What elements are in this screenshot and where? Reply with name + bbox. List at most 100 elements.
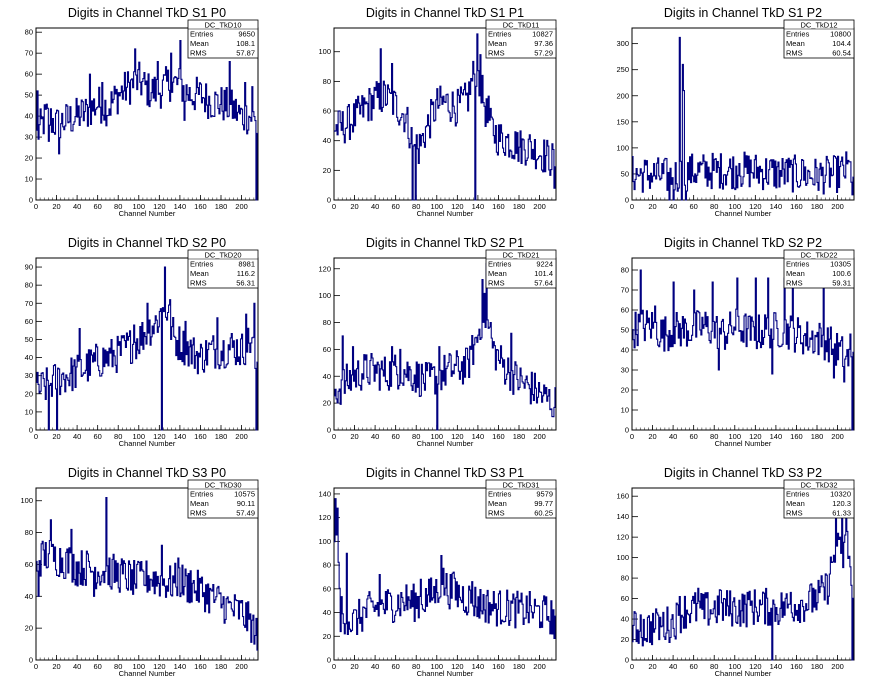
x-tick-label: 180 — [215, 662, 228, 671]
stats-name: DC_TkD11 — [503, 20, 540, 29]
x-tick-label: 60 — [93, 432, 101, 441]
y-tick-label: 0 — [29, 656, 33, 665]
histogram-pad: Digits in Channel TkD S1 P1 0 20 40 60 80 100 1… — [298, 0, 596, 230]
x-tick-label: 60 — [391, 432, 399, 441]
stats-key: Mean — [488, 39, 507, 48]
stats-box — [485, 479, 557, 519]
y-tick-label: 10 — [25, 175, 33, 184]
x-tick-label: 0 — [630, 202, 634, 211]
y-tick-label: 100 — [318, 537, 331, 546]
x-tick-label: 120 — [451, 202, 464, 211]
stats-value: 108.1 — [236, 39, 255, 48]
x-axis-label: Channel Number — [715, 669, 772, 678]
x-tick-label: 140 — [770, 432, 783, 441]
x-tick-label: 140 — [174, 202, 187, 211]
stats-key: Mean — [488, 269, 507, 278]
histogram-pad: Digits in Channel TkD S2 P2 0 20 40 60 80 100 1… — [596, 230, 894, 460]
stats-value: 9650 — [238, 30, 255, 39]
x-tick-label: 120 — [749, 662, 762, 671]
x-tick-label: 200 — [235, 662, 248, 671]
stats-box — [783, 249, 855, 289]
y-tick-label: 0 — [625, 426, 629, 435]
y-tick-label: 20 — [25, 624, 33, 633]
stats-name: DC_TkD22 — [800, 250, 837, 259]
x-tick-label: 160 — [492, 202, 505, 211]
y-tick-label: 60 — [25, 560, 33, 569]
stats-key: RMS — [786, 279, 803, 288]
x-tick-label: 40 — [73, 432, 81, 441]
x-tick-label: 40 — [669, 662, 677, 671]
stats-value: 8981 — [238, 260, 255, 269]
x-tick-label: 60 — [391, 662, 399, 671]
y-tick-label: 30 — [25, 133, 33, 142]
y-tick-label: 10 — [25, 407, 33, 416]
x-tick-label: 40 — [73, 662, 81, 671]
y-tick-label: 70 — [621, 286, 629, 295]
x-tick-label: 0 — [34, 432, 38, 441]
x-tick-label: 120 — [749, 202, 762, 211]
x-tick-label: 60 — [689, 202, 697, 211]
stats-value: 97.36 — [534, 39, 553, 48]
x-tick-label: 160 — [194, 662, 207, 671]
x-tick-label: 100 — [729, 662, 742, 671]
x-tick-label: 180 — [811, 202, 824, 211]
y-tick-label: 20 — [25, 154, 33, 163]
histogram-series-line — [632, 269, 854, 431]
x-tick-label: 180 — [513, 662, 526, 671]
x-tick-label: 0 — [332, 432, 336, 441]
y-tick-label: 30 — [25, 371, 33, 380]
y-tick-label: 80 — [621, 266, 629, 275]
x-tick-label: 20 — [350, 662, 358, 671]
stats-value: 60.25 — [534, 509, 553, 518]
x-tick-label: 200 — [533, 662, 546, 671]
x-tick-label: 180 — [513, 432, 526, 441]
y-tick-label: 60 — [621, 594, 629, 603]
y-tick-label: 0 — [625, 656, 629, 665]
x-tick-label: 200 — [533, 202, 546, 211]
stats-value: 10827 — [532, 30, 553, 39]
stats-value: 116.2 — [237, 269, 255, 278]
y-tick-label: 0 — [327, 656, 331, 665]
y-tick-label: 80 — [621, 574, 629, 583]
chart-title: Digits in Channel TkD S2 P1 — [366, 236, 524, 250]
stats-value: 60.54 — [832, 49, 851, 58]
x-tick-label: 140 — [472, 202, 485, 211]
histogram-svg: Digits in Channel TkD S1 P00 20 40 60 80 100 1… — [25, 6, 259, 218]
y-tick-label: 140 — [616, 512, 629, 521]
y-tick-label: 20 — [621, 635, 629, 644]
y-tick-label: 20 — [323, 632, 331, 641]
x-axis-label: Channel Number — [119, 669, 176, 678]
x-tick-label: 200 — [235, 432, 248, 441]
x-tick-label: 60 — [391, 202, 399, 211]
y-tick-label: 50 — [621, 326, 629, 335]
x-axis-label: Channel Number — [417, 669, 474, 678]
x-tick-label: 120 — [153, 432, 166, 441]
y-tick-label: 0 — [29, 196, 33, 205]
stats-key: RMS — [488, 509, 505, 518]
y-tick-label: 70 — [25, 49, 33, 58]
histogram-series-line — [632, 495, 854, 661]
y-tick-label: 250 — [616, 65, 629, 74]
histogram-pad: Digits in Channel TkD S3 P0 0 20 40 60 80 100 1… — [0, 460, 298, 690]
x-tick-label: 40 — [669, 432, 677, 441]
histogram-pad: Digits in Channel TkD S1 P2 0 20 40 60 80 100 1… — [596, 0, 894, 230]
x-tick-label: 20 — [350, 432, 358, 441]
stats-value: 59.31 — [832, 279, 851, 288]
y-tick-label: 160 — [616, 492, 629, 501]
x-tick-label: 80 — [412, 662, 420, 671]
x-tick-label: 60 — [93, 202, 101, 211]
stats-key: Mean — [190, 499, 209, 508]
x-tick-label: 0 — [34, 202, 38, 211]
stats-key: Entries — [488, 260, 512, 269]
stats-name: DC_TkD32 — [800, 480, 837, 489]
stats-key: RMS — [488, 49, 505, 58]
stats-name: DC_TkD10 — [204, 20, 241, 29]
x-tick-label: 180 — [811, 432, 824, 441]
y-tick-label: 50 — [25, 91, 33, 100]
stats-value: 9224 — [536, 260, 553, 269]
y-tick-label: 60 — [621, 306, 629, 315]
y-tick-label: 60 — [323, 584, 331, 593]
x-tick-label: 180 — [513, 202, 526, 211]
y-tick-label: 80 — [323, 561, 331, 570]
